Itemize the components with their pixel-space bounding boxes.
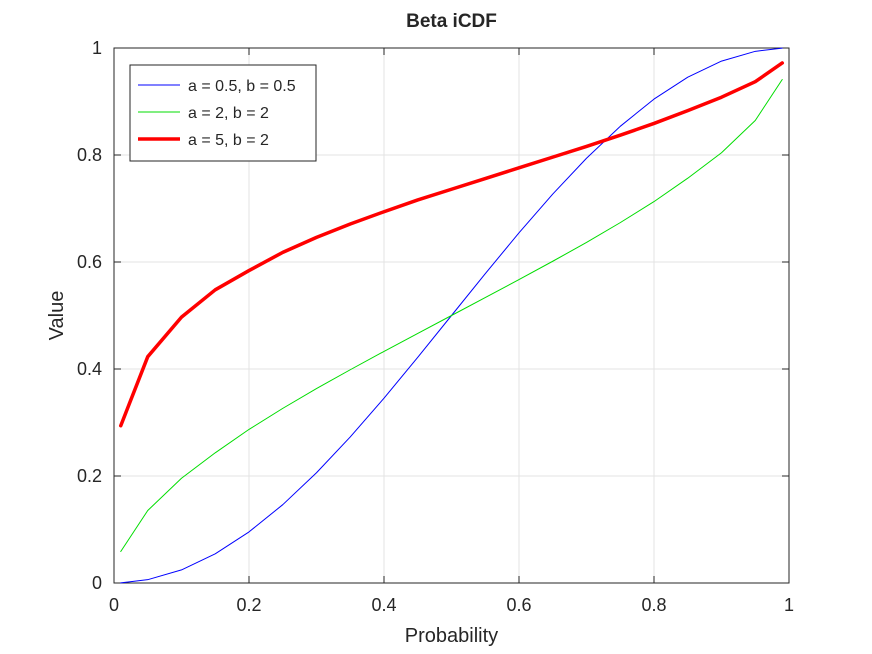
series-lines — [119, 47, 784, 584]
y-tick-label: 1 — [92, 38, 102, 58]
x-tick-label: 0.8 — [641, 595, 666, 615]
x-axis-label: Probability — [405, 625, 498, 647]
series-line-3 — [119, 61, 784, 428]
series-line-2 — [120, 79, 783, 552]
x-tick-label: 0.6 — [506, 595, 531, 615]
legend-label-2: a = 2, b = 2 — [188, 105, 269, 122]
y-tick-label: 0 — [92, 573, 102, 593]
x-tick-label: 1 — [784, 595, 794, 615]
y-axis-label: Value — [46, 291, 68, 341]
x-tick-label: 0 — [109, 595, 119, 615]
legend: a = 0.5, b = 0.5 a = 2, b = 2 a = 5, b = 2 — [129, 64, 317, 162]
y-tick-label: 0.6 — [77, 252, 102, 272]
y-tick-label: 0.2 — [77, 466, 102, 486]
axis-ticks: 0 0.2 0.4 0.6 0.8 1 0 0.2 0.4 0.6 0.8 1 — [77, 38, 794, 615]
grid — [114, 48, 789, 583]
legend-label-1: a = 0.5, b = 0.5 — [188, 78, 296, 95]
chart-title: Beta iCDF — [406, 11, 497, 32]
plot-area — [113, 47, 790, 584]
y-tick-label: 0.4 — [77, 359, 102, 379]
x-tick-label: 0.2 — [236, 595, 261, 615]
legend-label-3: a = 5, b = 2 — [188, 132, 269, 149]
x-tick-label: 0.4 — [371, 595, 396, 615]
y-tick-label: 0.8 — [77, 145, 102, 165]
legend-box — [129, 64, 317, 162]
